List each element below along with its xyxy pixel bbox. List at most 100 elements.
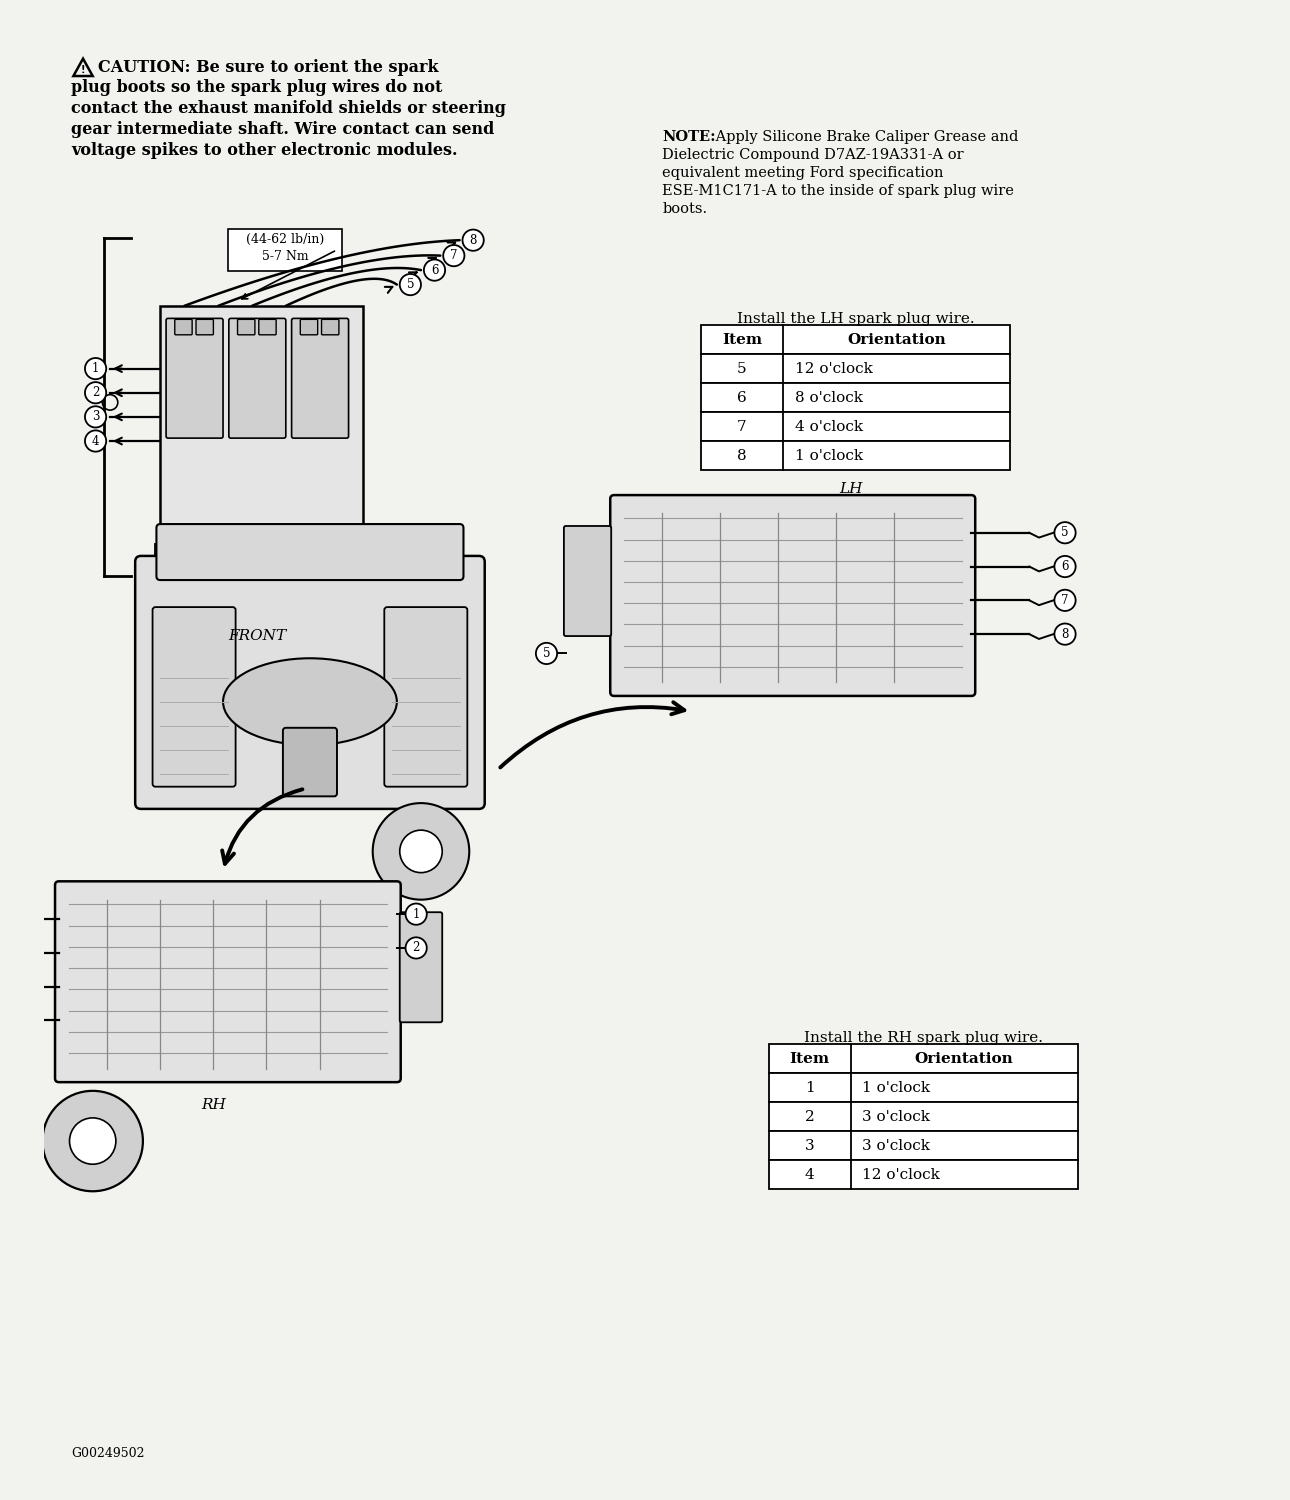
Bar <box>769 1102 1077 1131</box>
Text: 2: 2 <box>92 386 99 399</box>
Circle shape <box>1054 590 1076 610</box>
Circle shape <box>400 274 421 296</box>
Circle shape <box>85 406 106 427</box>
Text: Dielectric Compound D7AZ-19A331-A or: Dielectric Compound D7AZ-19A331-A or <box>662 148 964 162</box>
Text: voltage spikes to other electronic modules.: voltage spikes to other electronic modul… <box>71 141 458 159</box>
Text: 5: 5 <box>1062 526 1069 538</box>
Circle shape <box>405 903 427 926</box>
Ellipse shape <box>223 658 397 746</box>
FancyBboxPatch shape <box>610 495 975 696</box>
Circle shape <box>343 548 353 558</box>
Text: 2: 2 <box>413 942 419 954</box>
FancyBboxPatch shape <box>384 608 467 786</box>
FancyBboxPatch shape <box>160 306 362 537</box>
Circle shape <box>405 938 427 958</box>
FancyBboxPatch shape <box>156 524 463 580</box>
Circle shape <box>170 548 179 558</box>
Bar <box>769 1131 1077 1161</box>
Text: plug boots so the spark plug wires do not: plug boots so the spark plug wires do no… <box>71 80 442 96</box>
Text: 1: 1 <box>413 908 419 921</box>
Text: G00249502: G00249502 <box>71 1448 144 1460</box>
FancyBboxPatch shape <box>259 320 276 334</box>
Text: Install the RH spark plug wire.: Install the RH spark plug wire. <box>804 1030 1042 1045</box>
FancyBboxPatch shape <box>135 556 485 808</box>
Bar <box>769 1161 1077 1190</box>
Bar <box>769 1074 1077 1102</box>
Bar <box>228 228 342 272</box>
Text: 12 o'clock: 12 o'clock <box>795 362 872 375</box>
Bar <box>156 544 368 561</box>
Text: boots.: boots. <box>662 201 707 216</box>
FancyBboxPatch shape <box>166 318 223 438</box>
Text: equivalent meeting Ford specification: equivalent meeting Ford specification <box>662 166 944 180</box>
Circle shape <box>535 644 557 664</box>
Text: 7: 7 <box>450 249 458 262</box>
Circle shape <box>400 830 442 873</box>
Text: ESE-M1C171-A to the inside of spark plug wire: ESE-M1C171-A to the inside of spark plug… <box>662 183 1014 198</box>
Text: FRONT: FRONT <box>228 630 286 644</box>
Text: Orientation: Orientation <box>915 1052 1014 1066</box>
Bar <box>700 382 1010 412</box>
Circle shape <box>463 230 484 251</box>
FancyBboxPatch shape <box>228 318 286 438</box>
FancyBboxPatch shape <box>400 912 442 1023</box>
FancyBboxPatch shape <box>321 320 339 334</box>
Text: gear intermediate shaft. Wire contact can send: gear intermediate shaft. Wire contact ca… <box>71 122 495 138</box>
Text: !: ! <box>81 64 85 75</box>
FancyBboxPatch shape <box>564 526 611 636</box>
Circle shape <box>444 244 464 266</box>
Circle shape <box>1054 522 1076 543</box>
Text: 1 o'clock: 1 o'clock <box>862 1082 930 1095</box>
Circle shape <box>43 1090 143 1191</box>
Bar <box>700 326 1010 354</box>
Text: 3 o'clock: 3 o'clock <box>862 1138 930 1154</box>
FancyBboxPatch shape <box>55 882 401 1082</box>
Circle shape <box>1054 556 1076 578</box>
Text: 8 o'clock: 8 o'clock <box>795 390 863 405</box>
Bar <box>700 413 1010 441</box>
Bar <box>700 354 1010 382</box>
Text: 1: 1 <box>92 362 99 375</box>
Text: 2: 2 <box>805 1110 814 1124</box>
Text: (44-62 lb/in): (44-62 lb/in) <box>245 232 324 246</box>
Text: contact the exhaust manifold shields or steering: contact the exhaust manifold shields or … <box>71 100 507 117</box>
Bar <box>700 441 1010 470</box>
Circle shape <box>85 358 106 380</box>
Text: LH: LH <box>838 482 862 495</box>
Circle shape <box>70 1118 116 1164</box>
Text: Apply Silicone Brake Caliper Grease and: Apply Silicone Brake Caliper Grease and <box>711 130 1018 144</box>
Bar <box>769 1044 1077 1074</box>
Text: 5: 5 <box>543 646 551 660</box>
FancyBboxPatch shape <box>174 320 192 334</box>
Text: 3 o'clock: 3 o'clock <box>862 1110 930 1124</box>
Text: 6: 6 <box>431 264 439 276</box>
Text: 3: 3 <box>805 1138 814 1154</box>
Text: NOTE:: NOTE: <box>662 130 716 144</box>
FancyBboxPatch shape <box>196 320 213 334</box>
Text: 1 o'clock: 1 o'clock <box>795 448 863 462</box>
Text: Item: Item <box>789 1052 829 1066</box>
Text: 4: 4 <box>805 1168 814 1182</box>
Text: 1: 1 <box>805 1082 814 1095</box>
Circle shape <box>85 382 106 404</box>
Text: CAUTION: Be sure to orient the spark: CAUTION: Be sure to orient the spark <box>98 58 439 75</box>
Text: 3: 3 <box>92 411 99 423</box>
FancyBboxPatch shape <box>301 320 317 334</box>
FancyBboxPatch shape <box>292 318 348 438</box>
Circle shape <box>424 260 445 280</box>
FancyBboxPatch shape <box>237 320 255 334</box>
Circle shape <box>85 430 106 451</box>
Text: 7: 7 <box>737 420 747 434</box>
Text: Item: Item <box>722 333 762 346</box>
Text: 8: 8 <box>737 448 747 462</box>
Circle shape <box>1054 624 1076 645</box>
Text: 8: 8 <box>470 234 477 246</box>
Text: Install the LH spark plug wire.: Install the LH spark plug wire. <box>737 312 974 326</box>
Text: 6: 6 <box>1062 560 1069 573</box>
Text: 8: 8 <box>1062 627 1068 640</box>
Text: 6: 6 <box>737 390 747 405</box>
Text: 7: 7 <box>1062 594 1069 608</box>
Text: 5: 5 <box>737 362 747 375</box>
Text: 5: 5 <box>406 278 414 291</box>
Text: 4: 4 <box>92 435 99 447</box>
